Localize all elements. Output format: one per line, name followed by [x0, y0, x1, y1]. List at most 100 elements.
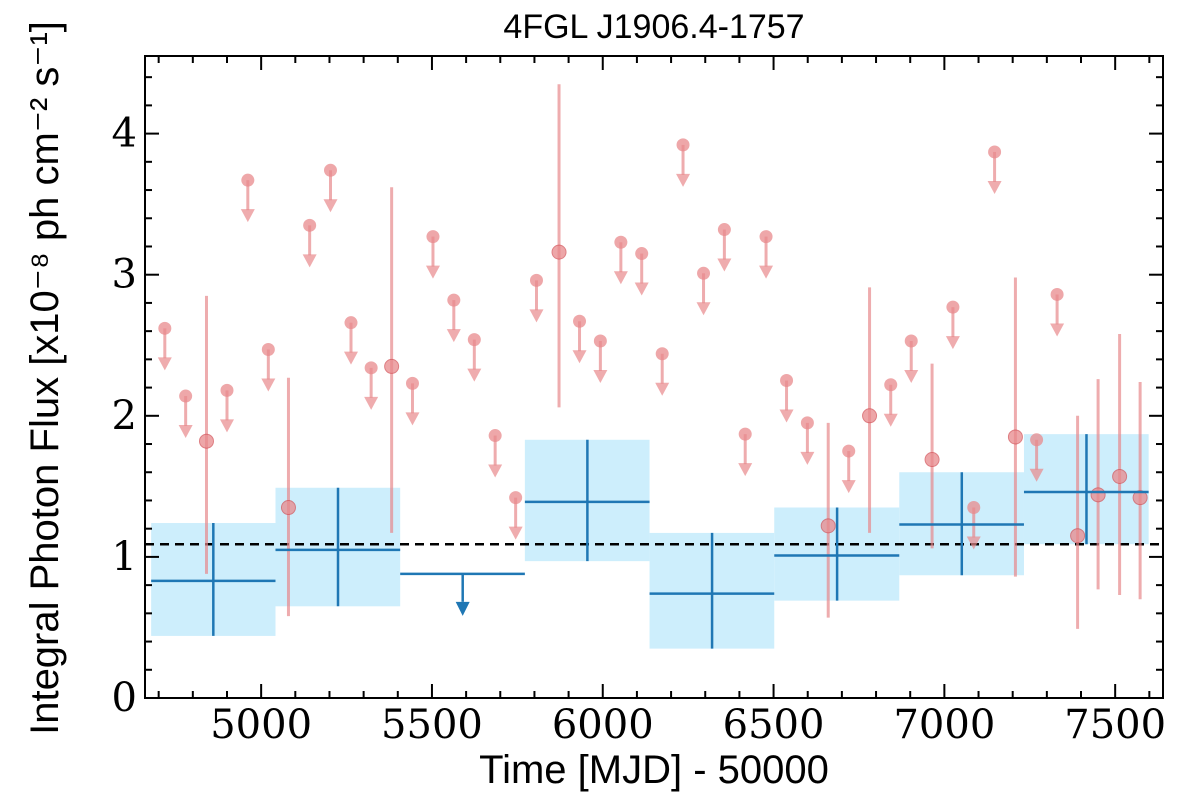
y-tick-label: 2	[112, 393, 137, 439]
short-bin-ul-point	[509, 491, 523, 505]
short-bin-ul-point	[697, 266, 711, 280]
short-bin-ul-head	[717, 258, 732, 272]
short-bin-ul-head	[364, 396, 379, 410]
long-bin-ul-head	[455, 601, 470, 616]
short-bin-ul-head	[302, 254, 317, 268]
short-bin-ul-head	[987, 180, 1002, 194]
x-axis-label: Time [MJD] - 50000	[479, 748, 829, 792]
short-bin-ul-point	[738, 427, 752, 441]
short-bin-ul-point	[717, 223, 731, 237]
short-bin-point	[1090, 487, 1106, 503]
x-tick-label: 6000	[552, 702, 654, 748]
short-bin-ul-head	[800, 451, 815, 465]
short-bin-ul-head	[738, 463, 753, 477]
y-tick-label: 3	[112, 252, 137, 298]
short-bin-ul-head	[488, 464, 503, 478]
short-bin-ul-head	[1029, 468, 1044, 482]
short-bin-ul-point	[780, 374, 794, 388]
short-bin-ul-point	[884, 378, 898, 392]
short-bin-point	[384, 358, 400, 374]
short-bin-ul-point	[655, 347, 669, 361]
short-bin-ul-point	[759, 230, 773, 244]
short-bin-ul-point	[1030, 433, 1044, 447]
short-bin-ul-point	[344, 316, 358, 330]
short-bin-ul-point	[988, 145, 1002, 159]
short-bin-ul-point	[488, 429, 502, 443]
short-bin-ul-head	[613, 271, 628, 285]
short-bin-ul-head	[323, 199, 338, 213]
short-bin-ul-point	[323, 163, 337, 177]
short-bin-ul-head	[841, 480, 856, 494]
short-bin-ul-point	[573, 314, 587, 328]
short-bin-ul-point	[241, 173, 255, 187]
short-bin-ul-head	[219, 419, 234, 433]
short-bin-ul-head	[945, 336, 960, 350]
short-bin-point	[1132, 490, 1148, 506]
short-bin-point	[280, 500, 296, 516]
short-bin-ul-head	[904, 370, 919, 384]
short-bin-ul-point	[967, 501, 981, 515]
short-bin-ul-point	[467, 333, 481, 347]
y-tick-label: 1	[112, 534, 137, 580]
short-bin-ul-point	[426, 230, 440, 244]
short-bin-ul-point	[842, 444, 856, 458]
short-bin-ul-point	[220, 383, 234, 397]
short-bin-series	[157, 84, 1148, 629]
short-bin-ul-point	[1050, 287, 1064, 301]
x-tick-label: 5000	[210, 702, 312, 748]
short-bin-point	[924, 452, 940, 468]
x-tick-label: 6500	[723, 702, 825, 748]
short-bin-ul-point	[676, 138, 690, 152]
short-bin-ul-point	[364, 361, 378, 375]
short-bin-point	[862, 408, 878, 424]
short-bin-ul-head	[178, 425, 193, 439]
short-bin-ul-head	[655, 382, 670, 396]
short-bin-ul-point	[261, 342, 275, 356]
short-bin-ul-point	[614, 235, 628, 249]
x-tick-label: 7500	[1064, 702, 1166, 748]
short-bin-ul-head	[1050, 323, 1065, 337]
y-tick-label: 4	[112, 111, 137, 157]
x-tick-label: 5500	[381, 702, 483, 748]
short-bin-ul-head	[696, 302, 711, 316]
short-bin-ul-head	[467, 368, 482, 382]
x-tick-label: 7000	[893, 702, 995, 748]
short-bin-point	[1007, 429, 1023, 445]
chart-title: 4FGL J1906.4-1757	[503, 8, 804, 46]
short-bin-ul-point	[593, 334, 607, 348]
long-bin-series	[151, 434, 1149, 649]
short-bin-ul-point	[158, 321, 172, 335]
short-bin-point	[1070, 528, 1086, 544]
short-bin-ul-head	[508, 526, 523, 540]
long-bin-bands	[151, 434, 1149, 649]
short-bin-ul-point	[447, 293, 461, 307]
short-bin-ul-head	[446, 329, 461, 343]
short-bin-ul-point	[904, 334, 918, 348]
short-bin-ul-head	[634, 282, 649, 296]
short-bin-ul-point	[303, 218, 317, 232]
short-bin-point	[198, 433, 214, 449]
short-bin-point	[551, 244, 567, 260]
plot-frame	[144, 55, 1164, 699]
short-bin-ul-head	[261, 378, 276, 392]
short-bin-ul-head	[157, 357, 172, 371]
short-bin-ul-head	[572, 350, 587, 364]
short-bin-ul-head	[343, 351, 358, 365]
y-axis-label: Integral Photon Flux [x10⁻⁸ ph cm⁻² s⁻¹]	[23, 21, 67, 735]
short-bin-ul-head	[883, 413, 898, 427]
short-bin-point	[820, 518, 836, 534]
short-bin-ul-head	[529, 309, 544, 323]
short-bin-ul-head	[425, 265, 440, 279]
short-bin-ul-head	[966, 536, 981, 550]
y-tick-label: 0	[112, 675, 137, 721]
short-bin-point	[1112, 468, 1128, 484]
short-bin-ul-point	[529, 273, 543, 287]
short-bin-ul-head	[676, 173, 691, 187]
short-bin-ul-point	[800, 416, 814, 430]
short-bin-ul-point	[179, 389, 193, 403]
short-bin-ul-head	[593, 370, 608, 384]
short-bin-ul-head	[405, 412, 420, 426]
axes: 5000 5500 6000 6500 7000 7500 0 1 2 3 4	[112, 55, 1166, 748]
short-bin-ul-head	[779, 409, 794, 423]
